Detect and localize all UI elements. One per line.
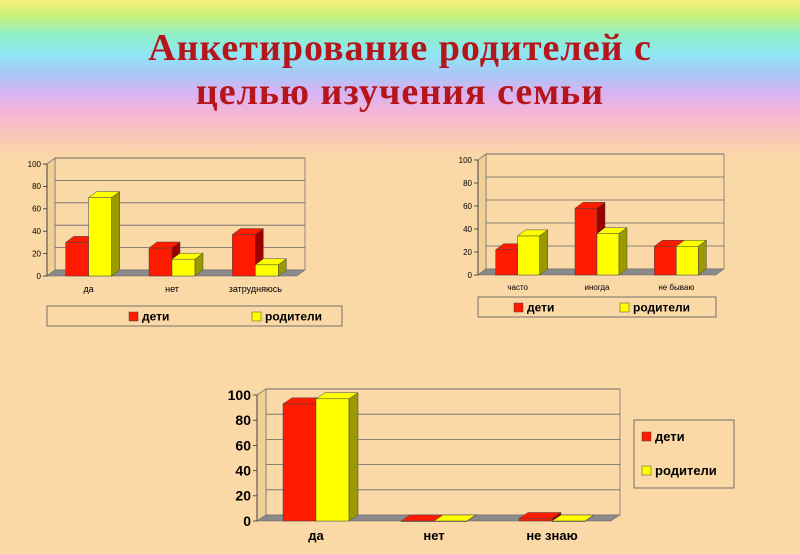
- legend-swatch-дети: [128, 311, 139, 322]
- x-category-label: да: [84, 284, 94, 294]
- x-category-label: иногда: [584, 283, 610, 292]
- bar-side: [618, 227, 628, 276]
- y-tick-label: 0: [243, 513, 251, 529]
- x-category-label: затрудняюсь: [229, 284, 283, 294]
- y-tick-label: 0: [37, 272, 42, 281]
- y-tick-label: 0: [468, 271, 473, 280]
- y-tick-label: 40: [235, 463, 251, 479]
- y-tick-label: 40: [463, 225, 472, 234]
- bar-front: [282, 403, 317, 522]
- y-tick-label: 20: [235, 488, 251, 504]
- bar-родители-часто: [516, 229, 549, 276]
- chart-legend: [633, 419, 735, 489]
- legend-label: родители: [265, 310, 322, 324]
- bar-side: [539, 229, 548, 276]
- bar-side: [111, 191, 120, 277]
- page-title: Анкетирование родителей с целью изучения…: [0, 26, 800, 114]
- legend-swatch-дети: [513, 302, 524, 313]
- page-title-line-1: Анкетирование родителей с: [148, 27, 652, 69]
- legend-label: дети: [527, 301, 554, 315]
- bar-родители-нет: [171, 252, 204, 277]
- bar-front: [315, 398, 350, 522]
- x-category-label: часто: [507, 283, 528, 292]
- bar-родители-затрудняюсь: [254, 258, 288, 277]
- legend-swatch-родители: [641, 465, 652, 476]
- y-tick-label: 80: [32, 182, 41, 191]
- y-tick-label: 60: [463, 202, 472, 211]
- bar-родители-не знаю: [551, 514, 595, 522]
- x-category-label: нет: [165, 284, 179, 294]
- y-tick-label: 20: [463, 248, 472, 257]
- chart-legend: [46, 305, 343, 327]
- legend-label: дети: [655, 429, 685, 444]
- chart-legend: [477, 296, 717, 318]
- x-category-label: не знаю: [526, 528, 577, 543]
- bar-родители-да: [315, 392, 359, 522]
- page-title-line-2: целью изучения семьи: [195, 71, 605, 113]
- bar-родители-не бываю: [675, 239, 708, 276]
- x-category-label: не бываю: [658, 283, 694, 292]
- y-tick-label: 100: [228, 387, 252, 403]
- bar-side: [194, 252, 204, 277]
- bar-side: [584, 514, 595, 522]
- y-tick-label: 100: [459, 156, 473, 165]
- legend-swatch-дети: [641, 431, 652, 442]
- y-tick-label: 100: [28, 160, 42, 169]
- legend-swatch-родители: [251, 311, 262, 322]
- y-tick-label: 60: [32, 205, 41, 214]
- y-tick-label: 40: [32, 227, 41, 236]
- legend-label: дети: [142, 310, 169, 324]
- y-tick-label: 80: [463, 179, 472, 188]
- y-tick-label: 60: [235, 437, 251, 453]
- rainbow-header-background: [0, 0, 800, 160]
- bar-side: [348, 392, 359, 522]
- bar-side: [698, 239, 707, 276]
- chart-side-wall: [256, 388, 267, 522]
- y-tick-label: 20: [32, 249, 41, 258]
- legend-swatch-родители: [619, 302, 630, 313]
- bar-родители-нет: [433, 514, 477, 522]
- x-category-label: нет: [423, 528, 444, 543]
- bar-side: [466, 514, 477, 522]
- legend-label: родители: [633, 301, 690, 315]
- legend-label: родители: [655, 463, 717, 478]
- bar-родители-иногда: [596, 227, 628, 276]
- x-category-label: да: [308, 528, 324, 543]
- bar-родители-да: [87, 191, 121, 277]
- bar-front: [518, 518, 553, 522]
- bar-side: [278, 258, 287, 277]
- y-tick-label: 80: [235, 412, 251, 428]
